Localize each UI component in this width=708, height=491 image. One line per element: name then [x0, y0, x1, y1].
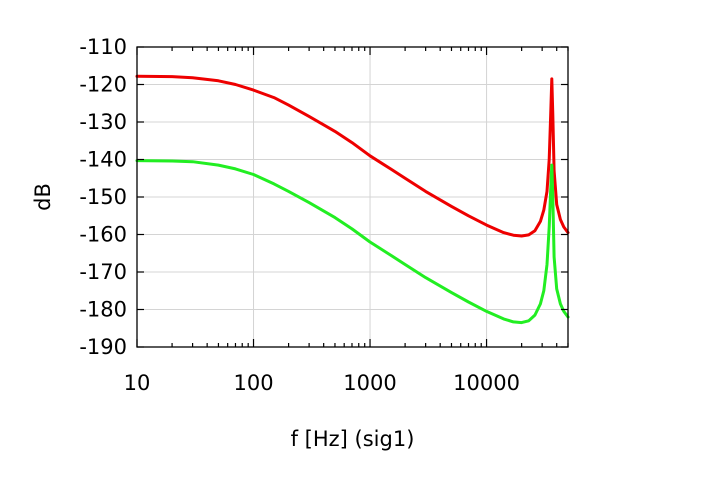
- tick-labels: -110 -120 -130 -140 -150 -160 -170 -180 -190 10 10…: [79, 35, 520, 395]
- y-tick-label: -190: [79, 335, 127, 359]
- y-axis-title: dB: [31, 183, 55, 211]
- x-axis-title: f [Hz] (sig1): [291, 427, 415, 451]
- y-tick-label: -140: [79, 148, 127, 172]
- x-tick-label: 10000: [453, 371, 520, 395]
- x-tick-label: 10: [124, 371, 151, 395]
- grid: [137, 47, 568, 347]
- y-tick-label: -130: [79, 110, 127, 134]
- series-line-2: [135, 159, 570, 325]
- y-tick-label: -120: [79, 73, 127, 97]
- y-tick-label: -160: [79, 223, 127, 247]
- y-tick-label: -150: [79, 185, 127, 209]
- y-tick-label: -170: [79, 260, 127, 284]
- y-tick-label: -110: [79, 35, 127, 59]
- plot-frame: [136, 46, 569, 348]
- x-tick-label: 100: [233, 371, 273, 395]
- plot-series: [135, 74, 570, 325]
- y-tick-label: -180: [79, 298, 127, 322]
- x-tick-label: 1000: [343, 371, 396, 395]
- series-line-1: [135, 74, 570, 238]
